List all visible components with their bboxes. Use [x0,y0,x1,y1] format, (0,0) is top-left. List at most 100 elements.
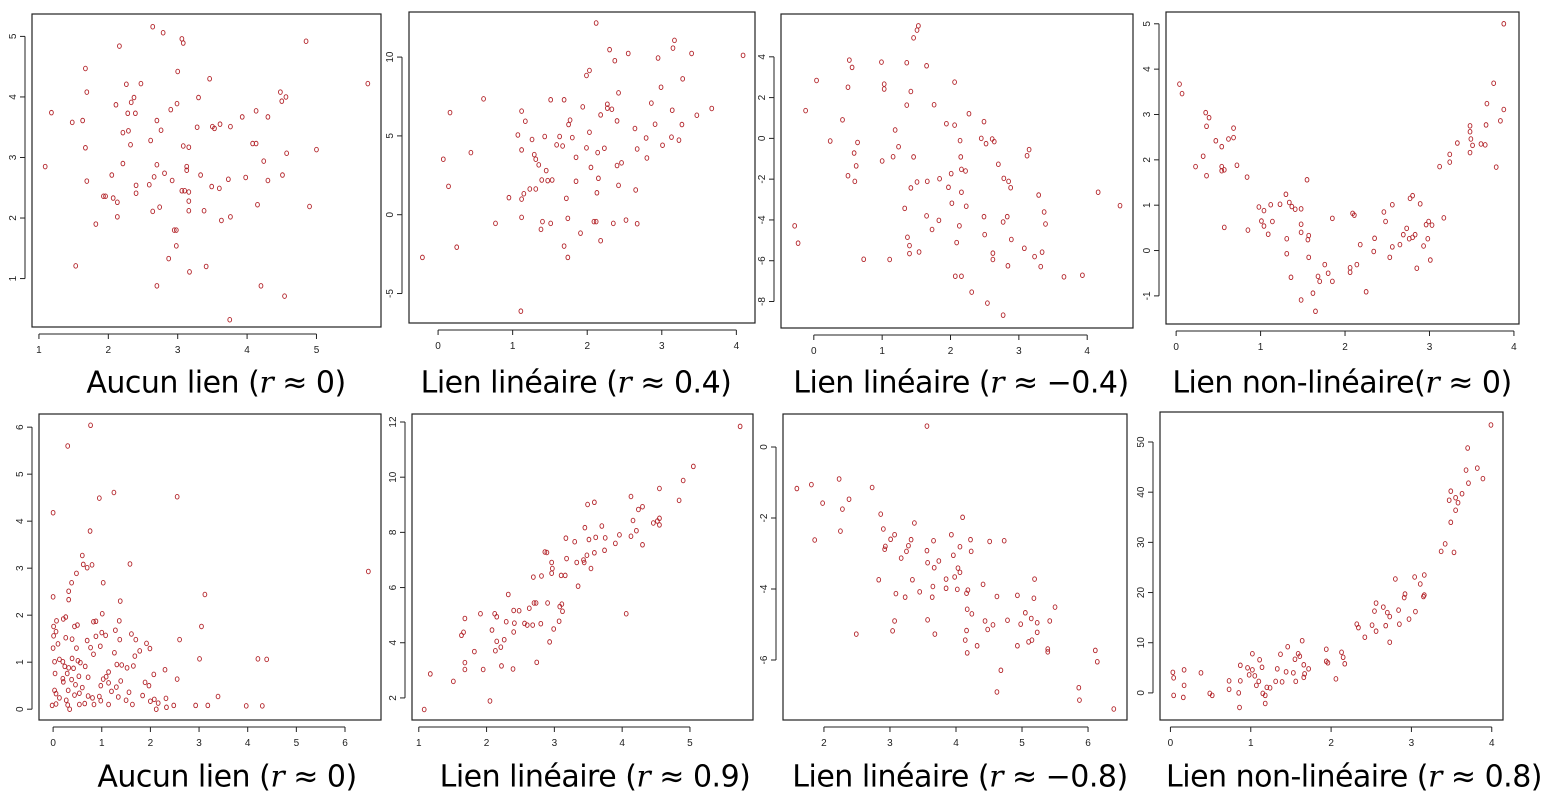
data-point [158,127,164,133]
data-point [133,636,139,643]
data-point [737,423,743,430]
data-point [562,572,568,579]
data-point [680,76,686,82]
data-point [150,23,156,30]
y-tick-label: 2 [757,94,768,100]
data-point [96,495,102,501]
data-point [253,108,259,114]
data-point [814,77,819,84]
data-point [1412,231,1418,238]
data-point [1111,706,1117,712]
data-point [655,55,661,61]
data-point [610,220,616,227]
data-point [1302,671,1307,677]
data-point [584,145,589,151]
data-point [151,174,157,180]
data-point [547,639,552,645]
data-point [1482,142,1488,148]
data-point [565,254,571,261]
data-point [265,114,271,120]
data-point [153,706,159,712]
scatter-panel-2: 0 1 2 3 4 -5 0 5 10 [385,11,756,352]
data-point [174,493,180,500]
data-point [205,702,211,709]
data-point [1268,201,1274,208]
data-point [1015,592,1020,599]
data-point [1231,125,1236,131]
data-point [557,133,562,140]
data-point [53,628,59,635]
data-point [548,97,554,103]
data-point [228,214,233,220]
y-tick-label: 0 [385,211,396,217]
data-point [278,89,283,95]
data-point [1034,629,1040,636]
data-point [1117,202,1123,209]
data-point [1406,616,1412,622]
data-point [51,633,56,639]
data-point [529,136,535,143]
data-point [69,579,74,586]
data-point [1362,634,1368,640]
data-point [73,263,79,269]
y-tick-label: 3 [1142,111,1153,117]
data-point [147,645,153,652]
data-point [679,121,685,128]
data-point [106,680,111,686]
y-tick-label: 1 [15,659,26,665]
data-point [985,300,990,306]
data-point [1265,231,1271,237]
data-point [1170,669,1176,676]
data-point [103,632,108,639]
x-tick-label: 2 [1342,342,1348,353]
data-point [943,585,949,592]
data-point [990,256,996,263]
data-point [50,645,56,651]
data-point [1193,163,1198,170]
data-point [960,514,965,521]
data-point [1298,297,1304,303]
data-point [1438,548,1444,555]
data-point [538,226,544,233]
data-point [1219,163,1225,170]
data-point [1032,576,1037,582]
data-point [98,682,104,689]
data-point [137,648,143,654]
data-point [74,645,79,651]
data-point [186,198,192,204]
data-point [66,665,72,671]
data-point [628,493,634,500]
data-point [1421,572,1427,578]
data-point [1373,600,1379,606]
data-point [931,537,936,544]
panel-7-title: Lien linéaire (r ≈ −0.8) [792,759,1128,795]
data-point [174,676,180,682]
data-point [1289,203,1295,210]
data-point [253,140,259,147]
data-point [908,88,914,95]
data-point [581,557,586,563]
data-point [166,255,172,262]
y-tick-label: 0 [757,135,768,141]
data-point [792,223,798,229]
data-point [154,117,160,124]
data-point [917,589,923,595]
data-point [1001,537,1007,544]
data-point [199,623,204,630]
data-point [427,671,433,677]
data-point [556,618,562,624]
data-point [89,562,95,568]
data-point [65,687,71,694]
y-tick-label: -1 [1142,291,1153,300]
data-point [924,63,929,69]
data-point [114,684,119,690]
x-tick-label: 3 [1427,342,1433,353]
data-point [468,149,474,156]
data-point [1006,178,1011,185]
data-point [201,208,207,214]
data-point [1293,678,1299,685]
data-point [612,57,618,64]
data-point [1463,467,1469,473]
data-point [519,147,524,153]
data-point [669,134,674,140]
